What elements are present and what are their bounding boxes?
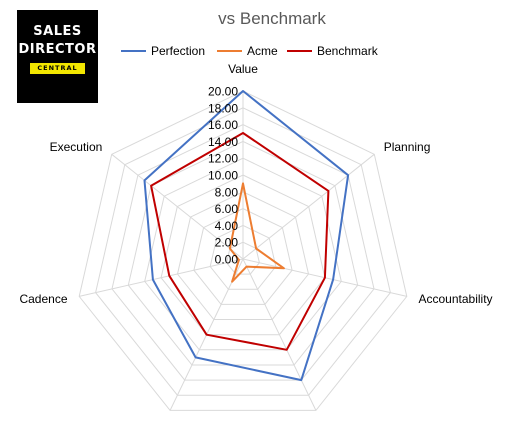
tick-label: 10.00 <box>208 169 238 183</box>
radial-tick-labels: 0.00 2.00 4.00 6.00 8.00 10.00 12.00 14.00 16.00… <box>208 85 238 267</box>
tick-label: 4.00 <box>215 219 239 233</box>
grid-ring <box>160 174 326 336</box>
grid-ring <box>193 208 293 305</box>
category-label: Accountability <box>419 292 493 306</box>
category-label: Indicators <box>113 422 165 424</box>
series-benchmark-line <box>150 132 330 351</box>
series-acme-line <box>228 182 285 283</box>
grid-ring <box>176 191 310 320</box>
grid-spoke <box>111 153 244 260</box>
tick-label: 18.00 <box>208 101 238 115</box>
tick-label: 14.00 <box>208 135 238 149</box>
grid-ring <box>209 224 277 290</box>
grid-ring <box>144 157 342 351</box>
tick-label: 2.00 <box>215 236 239 250</box>
tick-label: 6.00 <box>215 202 239 216</box>
legend-label: Benchmark <box>317 44 379 58</box>
tick-label: 20.00 <box>208 85 238 99</box>
category-label: Value <box>228 62 258 76</box>
legend: Perfection Acme Benchmark <box>121 44 379 58</box>
legend-label: Acme <box>247 44 278 58</box>
tick-label: 16.00 <box>208 118 238 132</box>
tick-label: 8.00 <box>215 185 239 199</box>
legend-label: Perfection <box>151 44 205 58</box>
grid-ring <box>95 107 391 396</box>
grid-spoke <box>242 258 317 411</box>
grid-spoke <box>242 153 375 260</box>
logo-tagline: CENTRAL <box>30 63 85 74</box>
logo-line-2: DIRECTOR <box>18 42 97 57</box>
category-labels: Value Planning Accountability Methodology In… <box>19 62 492 424</box>
category-label: Cadence <box>19 292 67 306</box>
chart-title: vs Benchmark <box>218 9 326 28</box>
category-label: Planning <box>384 140 431 154</box>
category-label: Execution <box>50 140 103 154</box>
grid-ring <box>111 124 375 381</box>
logo-line-1: SALES <box>33 24 82 39</box>
grid-spoke <box>79 258 244 297</box>
logo: SALES DIRECTOR CENTRAL <box>17 10 98 103</box>
grid-ring <box>226 241 260 275</box>
grid-ring <box>78 90 408 411</box>
category-label: Methodology <box>321 422 390 424</box>
series-perfection-line <box>143 90 350 382</box>
tick-label: 0.00 <box>215 253 239 267</box>
radar-grid <box>78 90 408 411</box>
tick-label: 12.00 <box>208 152 238 166</box>
